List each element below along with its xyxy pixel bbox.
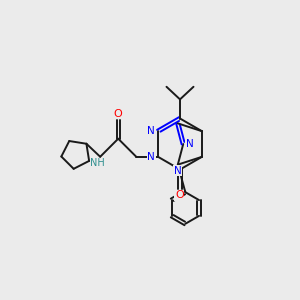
Text: N: N	[186, 139, 194, 149]
Text: N: N	[147, 126, 155, 136]
Text: O: O	[113, 109, 122, 119]
Text: O: O	[175, 190, 184, 200]
Text: N: N	[147, 152, 155, 162]
Text: N: N	[174, 166, 182, 176]
Text: NH: NH	[90, 158, 105, 168]
